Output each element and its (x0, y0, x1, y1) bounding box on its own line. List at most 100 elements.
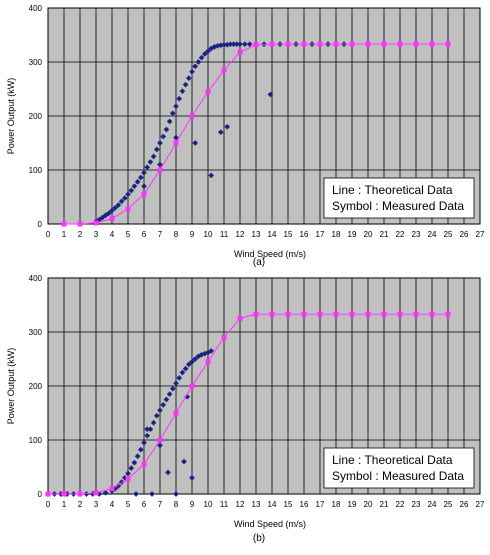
measured-point (157, 442, 163, 449)
measured-point (169, 110, 176, 117)
measured-point (224, 123, 231, 130)
measured-point (185, 361, 192, 368)
x-tick-label: 2 (78, 500, 83, 509)
x-tick-label: 11 (220, 230, 229, 239)
theory-point (317, 311, 323, 317)
measured-point (192, 63, 199, 70)
theory-point (173, 410, 179, 416)
x-tick-label: 27 (476, 500, 485, 509)
legend-entry: Symbol : Measured Data (332, 469, 464, 483)
y-axis-label: Power Output (kW) (6, 348, 16, 425)
x-tick-label: 6 (142, 500, 147, 509)
x-tick-label: 22 (396, 500, 405, 509)
measured-point (141, 439, 147, 446)
y-tick-label: 300 (29, 328, 43, 337)
x-tick-label: 16 (300, 230, 309, 239)
y-tick-label: 100 (29, 436, 43, 445)
measured-point (179, 88, 186, 94)
theory-point (189, 113, 195, 119)
theory-point (237, 49, 243, 55)
x-tick-label: 12 (236, 500, 245, 509)
chart-panel-1: 0 1 2 3 4 5 6 7 8 9 10 11 12 13 14 15 16 17 18 19 20 21 22 23 24… (6, 4, 485, 268)
measured-point (141, 169, 147, 176)
theory-point (237, 316, 243, 321)
theory-point (45, 491, 51, 497)
theory-point (397, 41, 403, 47)
panel-caption: (a) (253, 257, 265, 268)
x-tick-label: 19 (348, 230, 357, 239)
measured-point (163, 396, 170, 403)
theory-point (381, 311, 387, 317)
measured-point (166, 118, 173, 125)
theory-point (269, 41, 275, 47)
theory-point (349, 311, 355, 317)
theory-point (125, 206, 131, 212)
theory-point (301, 41, 307, 47)
measured-point (208, 348, 215, 354)
measured-point (144, 426, 151, 433)
theory-point (349, 41, 355, 47)
theory-point (285, 311, 291, 317)
x-tick-label: 26 (460, 230, 469, 239)
x-tick-label: 17 (316, 230, 325, 239)
x-tick-label: 17 (316, 500, 325, 509)
y-tick-label: 400 (29, 4, 43, 13)
y-tick-label: 100 (29, 166, 43, 175)
measured-point (125, 191, 131, 198)
measured-point (115, 202, 122, 208)
x-tick-label: 10 (204, 230, 213, 239)
x-tick-label: 20 (364, 500, 373, 509)
x-tick-label: 19 (348, 500, 357, 509)
measured-point (192, 140, 199, 146)
x-tick-label: 21 (380, 230, 389, 239)
x-tick-label: 16 (300, 500, 309, 509)
measured-point (169, 385, 176, 392)
legend-entry: Line : Theoretical Data (332, 183, 453, 197)
y-tick-label: 200 (29, 382, 43, 391)
measured-point (157, 161, 163, 168)
theory-point (157, 437, 163, 443)
theory-point (413, 41, 419, 47)
panel-caption: (b) (253, 533, 265, 544)
x-tick-label: 5 (126, 500, 131, 509)
theory-point (333, 41, 339, 47)
measured-point (105, 210, 112, 217)
measured-point (173, 134, 179, 141)
measured-point (147, 159, 154, 165)
x-tick-label: 18 (332, 230, 341, 239)
x-tick-label: 15 (284, 230, 293, 239)
measured-point (137, 446, 144, 453)
measured-point (128, 187, 135, 194)
x-axis-label: Wind Speed (m/s) (234, 519, 306, 529)
theory-point (365, 311, 371, 317)
x-tick-label: 22 (396, 230, 405, 239)
theory-point (429, 311, 435, 317)
x-axis-label: Wind Speed (m/s) (234, 249, 306, 259)
x-tick-label: 3 (94, 500, 99, 509)
theory-point (93, 220, 99, 226)
measured-point (131, 459, 138, 466)
theory-point (365, 41, 371, 47)
theory-point (77, 221, 83, 227)
x-tick-label: 2 (78, 230, 83, 239)
theory-point (269, 311, 275, 317)
legend-entry: Line : Theoretical Data (332, 453, 453, 467)
measured-point (184, 393, 191, 400)
measured-point (173, 491, 179, 497)
x-tick-label: 20 (364, 230, 373, 239)
measured-point (166, 391, 173, 397)
theory-point (205, 359, 211, 365)
theory-point (141, 191, 147, 197)
y-tick-label: 300 (29, 58, 43, 67)
measured-point (182, 365, 189, 372)
measured-point (181, 458, 187, 465)
measured-point (176, 375, 183, 381)
measured-point (217, 129, 224, 136)
measured-point (121, 195, 128, 201)
theory-point (61, 491, 67, 497)
chart-panel-2: 0 1 2 3 4 5 6 7 8 9 10 11 12 13 14 15 16 17 18 19 20 21 22 23 24… (6, 274, 485, 544)
theory-point (445, 41, 451, 47)
x-tick-label: 8 (174, 500, 179, 509)
